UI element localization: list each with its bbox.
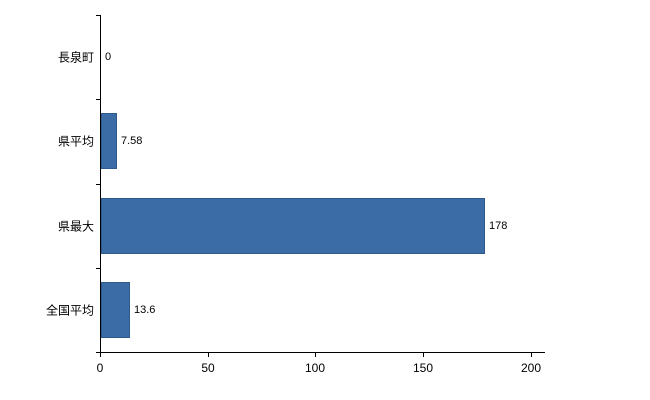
x-axis-tick bbox=[100, 352, 101, 357]
value-label: 7.58 bbox=[121, 135, 143, 147]
category-label: 県最大 bbox=[57, 219, 94, 234]
x-tick-label: 100 bbox=[304, 361, 326, 375]
bar bbox=[101, 282, 130, 338]
y-axis-tick bbox=[96, 352, 100, 353]
x-axis-tick bbox=[208, 352, 209, 357]
category-label: 県平均 bbox=[57, 134, 94, 149]
x-tick-label: 150 bbox=[412, 361, 434, 375]
y-axis-tick bbox=[96, 99, 100, 100]
x-axis-tick bbox=[423, 352, 424, 357]
y-axis-tick bbox=[96, 15, 100, 16]
value-label: 13.6 bbox=[134, 304, 156, 316]
value-label: 0 bbox=[105, 51, 112, 63]
x-tick-label: 0 bbox=[96, 361, 104, 375]
category-label: 長泉町 bbox=[57, 50, 94, 65]
y-axis-tick bbox=[96, 184, 100, 185]
bar bbox=[101, 113, 117, 169]
category-label: 全国平均 bbox=[45, 303, 94, 318]
x-tick-label: 50 bbox=[201, 361, 215, 375]
value-label: 178 bbox=[489, 220, 508, 232]
x-axis bbox=[100, 352, 545, 353]
y-axis bbox=[100, 15, 101, 353]
bar bbox=[101, 198, 485, 254]
x-axis-tick bbox=[315, 352, 316, 357]
x-axis-tick bbox=[531, 352, 532, 357]
y-axis-tick bbox=[96, 268, 100, 269]
x-tick-label: 200 bbox=[520, 361, 542, 375]
